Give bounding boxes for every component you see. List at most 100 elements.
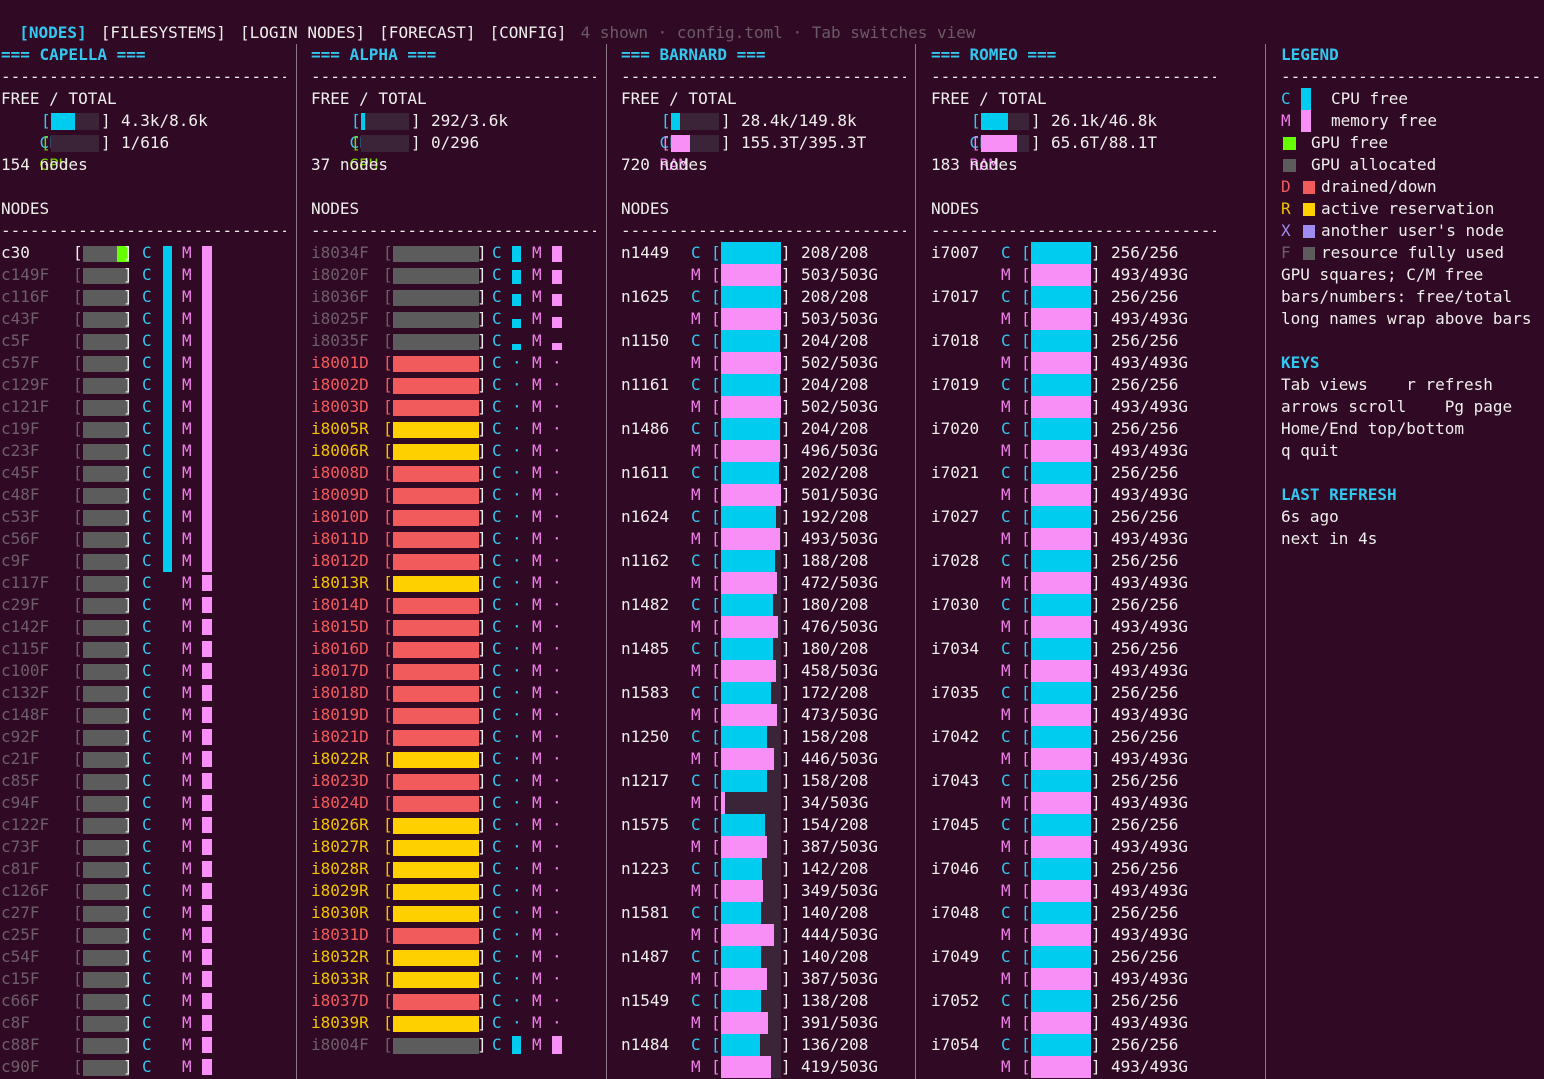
node-cpu-row[interactable]: n1217 C [] 158/208: [621, 770, 906, 792]
node-cpu-row[interactable]: n1449 C [] 208/208: [621, 242, 906, 264]
node-mem-row[interactable]: M [] 419/503G: [621, 1056, 906, 1078]
node-mem-row[interactable]: M [] 493/493G: [931, 572, 1216, 594]
node-mem-row[interactable]: M [] 387/503G: [621, 968, 906, 990]
node-row[interactable]: i8006R [] C · M ·: [311, 440, 596, 462]
node-row[interactable]: i8008D [] C · M ·: [311, 462, 596, 484]
node-row[interactable]: c30 [] C M: [1, 242, 286, 264]
node-row[interactable]: i8039R [] C · M ·: [311, 1012, 596, 1034]
node-cpu-row[interactable]: i7035 C [] 256/256: [931, 682, 1216, 704]
node-cpu-row[interactable]: n1583 C [] 172/208: [621, 682, 906, 704]
node-row[interactable]: c56F [] C M: [1, 528, 286, 550]
node-row[interactable]: i8036F [] C M: [311, 286, 596, 308]
node-mem-row[interactable]: M [] 493/493G: [931, 704, 1216, 726]
node-mem-row[interactable]: M [] 493/493G: [931, 748, 1216, 770]
node-cpu-row[interactable]: i7049 C [] 256/256: [931, 946, 1216, 968]
node-row[interactable]: c5F [] C M: [1, 330, 286, 352]
node-mem-row[interactable]: M [] 502/503G: [621, 352, 906, 374]
node-cpu-row[interactable]: i7052 C [] 256/256: [931, 990, 1216, 1012]
node-cpu-row[interactable]: i7028 C [] 256/256: [931, 550, 1216, 572]
node-row[interactable]: i8001D [] C · M ·: [311, 352, 596, 374]
node-cpu-row[interactable]: n1624 C [] 192/208: [621, 506, 906, 528]
node-row[interactable]: i8022R [] C · M ·: [311, 748, 596, 770]
node-cpu-row[interactable]: i7042 C [] 256/256: [931, 726, 1216, 748]
node-row[interactable]: c85F [] C M: [1, 770, 286, 792]
node-cpu-row[interactable]: n1223 C [] 142/208: [621, 858, 906, 880]
node-cpu-row[interactable]: i7030 C [] 256/256: [931, 594, 1216, 616]
node-row[interactable]: c15F [] C M: [1, 968, 286, 990]
tab-forecast[interactable]: [FORECAST]: [379, 23, 476, 42]
node-mem-row[interactable]: M [] 493/493G: [931, 880, 1216, 902]
node-cpu-row[interactable]: i7019 C [] 256/256: [931, 374, 1216, 396]
node-cpu-row[interactable]: i7048 C [] 256/256: [931, 902, 1216, 924]
node-cpu-row[interactable]: n1625 C [] 208/208: [621, 286, 906, 308]
node-mem-row[interactable]: M [] 503/503G: [621, 308, 906, 330]
node-row[interactable]: i8003D [] C · M ·: [311, 396, 596, 418]
node-mem-row[interactable]: M [] 503/503G: [621, 264, 906, 286]
node-mem-row[interactable]: M [] 493/493G: [931, 396, 1216, 418]
node-row[interactable]: c116F [] C M: [1, 286, 286, 308]
node-cpu-row[interactable]: i7027 C [] 256/256: [931, 506, 1216, 528]
node-cpu-row[interactable]: n1486 C [] 204/208: [621, 418, 906, 440]
node-row[interactable]: i8024D [] C · M ·: [311, 792, 596, 814]
node-row[interactable]: i8026R [] C · M ·: [311, 814, 596, 836]
node-row[interactable]: i8027R [] C · M ·: [311, 836, 596, 858]
node-row[interactable]: c19F [] C M: [1, 418, 286, 440]
node-row[interactable]: i8005R [] C · M ·: [311, 418, 596, 440]
node-mem-row[interactable]: M [] 493/493G: [931, 924, 1216, 946]
node-row[interactable]: c100F [] C M: [1, 660, 286, 682]
node-cpu-row[interactable]: n1161 C [] 204/208: [621, 374, 906, 396]
tab-login-nodes[interactable]: [LOGIN NODES]: [239, 23, 366, 42]
node-row[interactable]: c117F [] C M: [1, 572, 286, 594]
node-row[interactable]: c115F [] C M: [1, 638, 286, 660]
node-cpu-row[interactable]: n1482 C [] 180/208: [621, 594, 906, 616]
node-mem-row[interactable]: M [] 349/503G: [621, 880, 906, 902]
node-mem-row[interactable]: M [] 493/493G: [931, 1056, 1216, 1078]
node-cpu-row[interactable]: i7021 C [] 256/256: [931, 462, 1216, 484]
node-mem-row[interactable]: M [] 502/503G: [621, 396, 906, 418]
node-row[interactable]: i8023D [] C · M ·: [311, 770, 596, 792]
node-row[interactable]: c54F [] C M: [1, 946, 286, 968]
node-row[interactable]: c25F [] C M: [1, 924, 286, 946]
node-row[interactable]: c27F [] C M: [1, 902, 286, 924]
node-mem-row[interactable]: M [] 493/493G: [931, 528, 1216, 550]
node-row[interactable]: c126F [] C M: [1, 880, 286, 902]
node-row[interactable]: i8015D [] C · M ·: [311, 616, 596, 638]
node-mem-row[interactable]: M [] 493/493G: [931, 836, 1216, 858]
node-cpu-row[interactable]: i7054 C [] 256/256: [931, 1034, 1216, 1056]
node-row[interactable]: c53F [] C M: [1, 506, 286, 528]
node-row[interactable]: c129F [] C M: [1, 374, 286, 396]
node-mem-row[interactable]: M [] 493/503G: [621, 528, 906, 550]
node-mem-row[interactable]: M [] 493/493G: [931, 968, 1216, 990]
node-mem-row[interactable]: M [] 493/493G: [931, 792, 1216, 814]
node-row[interactable]: i8029R [] C · M ·: [311, 880, 596, 902]
node-cpu-row[interactable]: i7020 C [] 256/256: [931, 418, 1216, 440]
node-cpu-row[interactable]: i7043 C [] 256/256: [931, 770, 1216, 792]
node-row[interactable]: i8013R [] C · M ·: [311, 572, 596, 594]
node-row[interactable]: c94F [] C M: [1, 792, 286, 814]
node-cpu-row[interactable]: n1150 C [] 204/208: [621, 330, 906, 352]
node-row[interactable]: i8034F [] C M: [311, 242, 596, 264]
node-row[interactable]: c81F [] C M: [1, 858, 286, 880]
node-mem-row[interactable]: M [] 493/493G: [931, 440, 1216, 462]
node-mem-row[interactable]: M [] 472/503G: [621, 572, 906, 594]
node-row[interactable]: i8020F [] C M: [311, 264, 596, 286]
node-cpu-row[interactable]: n1485 C [] 180/208: [621, 638, 906, 660]
node-row[interactable]: i8035F [] C M: [311, 330, 596, 352]
node-row[interactable]: c9F [] C M: [1, 550, 286, 572]
node-mem-row[interactable]: M [] 493/493G: [931, 660, 1216, 682]
node-row[interactable]: i8037D [] C · M ·: [311, 990, 596, 1012]
node-row[interactable]: i8019D [] C · M ·: [311, 704, 596, 726]
node-row[interactable]: i8021D [] C · M ·: [311, 726, 596, 748]
node-mem-row[interactable]: M [] 387/503G: [621, 836, 906, 858]
node-cpu-row[interactable]: n1484 C [] 136/208: [621, 1034, 906, 1056]
node-row[interactable]: i8016D [] C · M ·: [311, 638, 596, 660]
node-row[interactable]: c92F [] C M: [1, 726, 286, 748]
node-row[interactable]: c142F [] C M: [1, 616, 286, 638]
node-cpu-row[interactable]: n1581 C [] 140/208: [621, 902, 906, 924]
node-row[interactable]: i8002D [] C · M ·: [311, 374, 596, 396]
node-row[interactable]: c21F [] C M: [1, 748, 286, 770]
node-mem-row[interactable]: M [] 493/493G: [931, 264, 1216, 286]
node-row[interactable]: i8012D [] C · M ·: [311, 550, 596, 572]
node-row[interactable]: i8014D [] C · M ·: [311, 594, 596, 616]
node-row[interactable]: i8033R [] C · M ·: [311, 968, 596, 990]
